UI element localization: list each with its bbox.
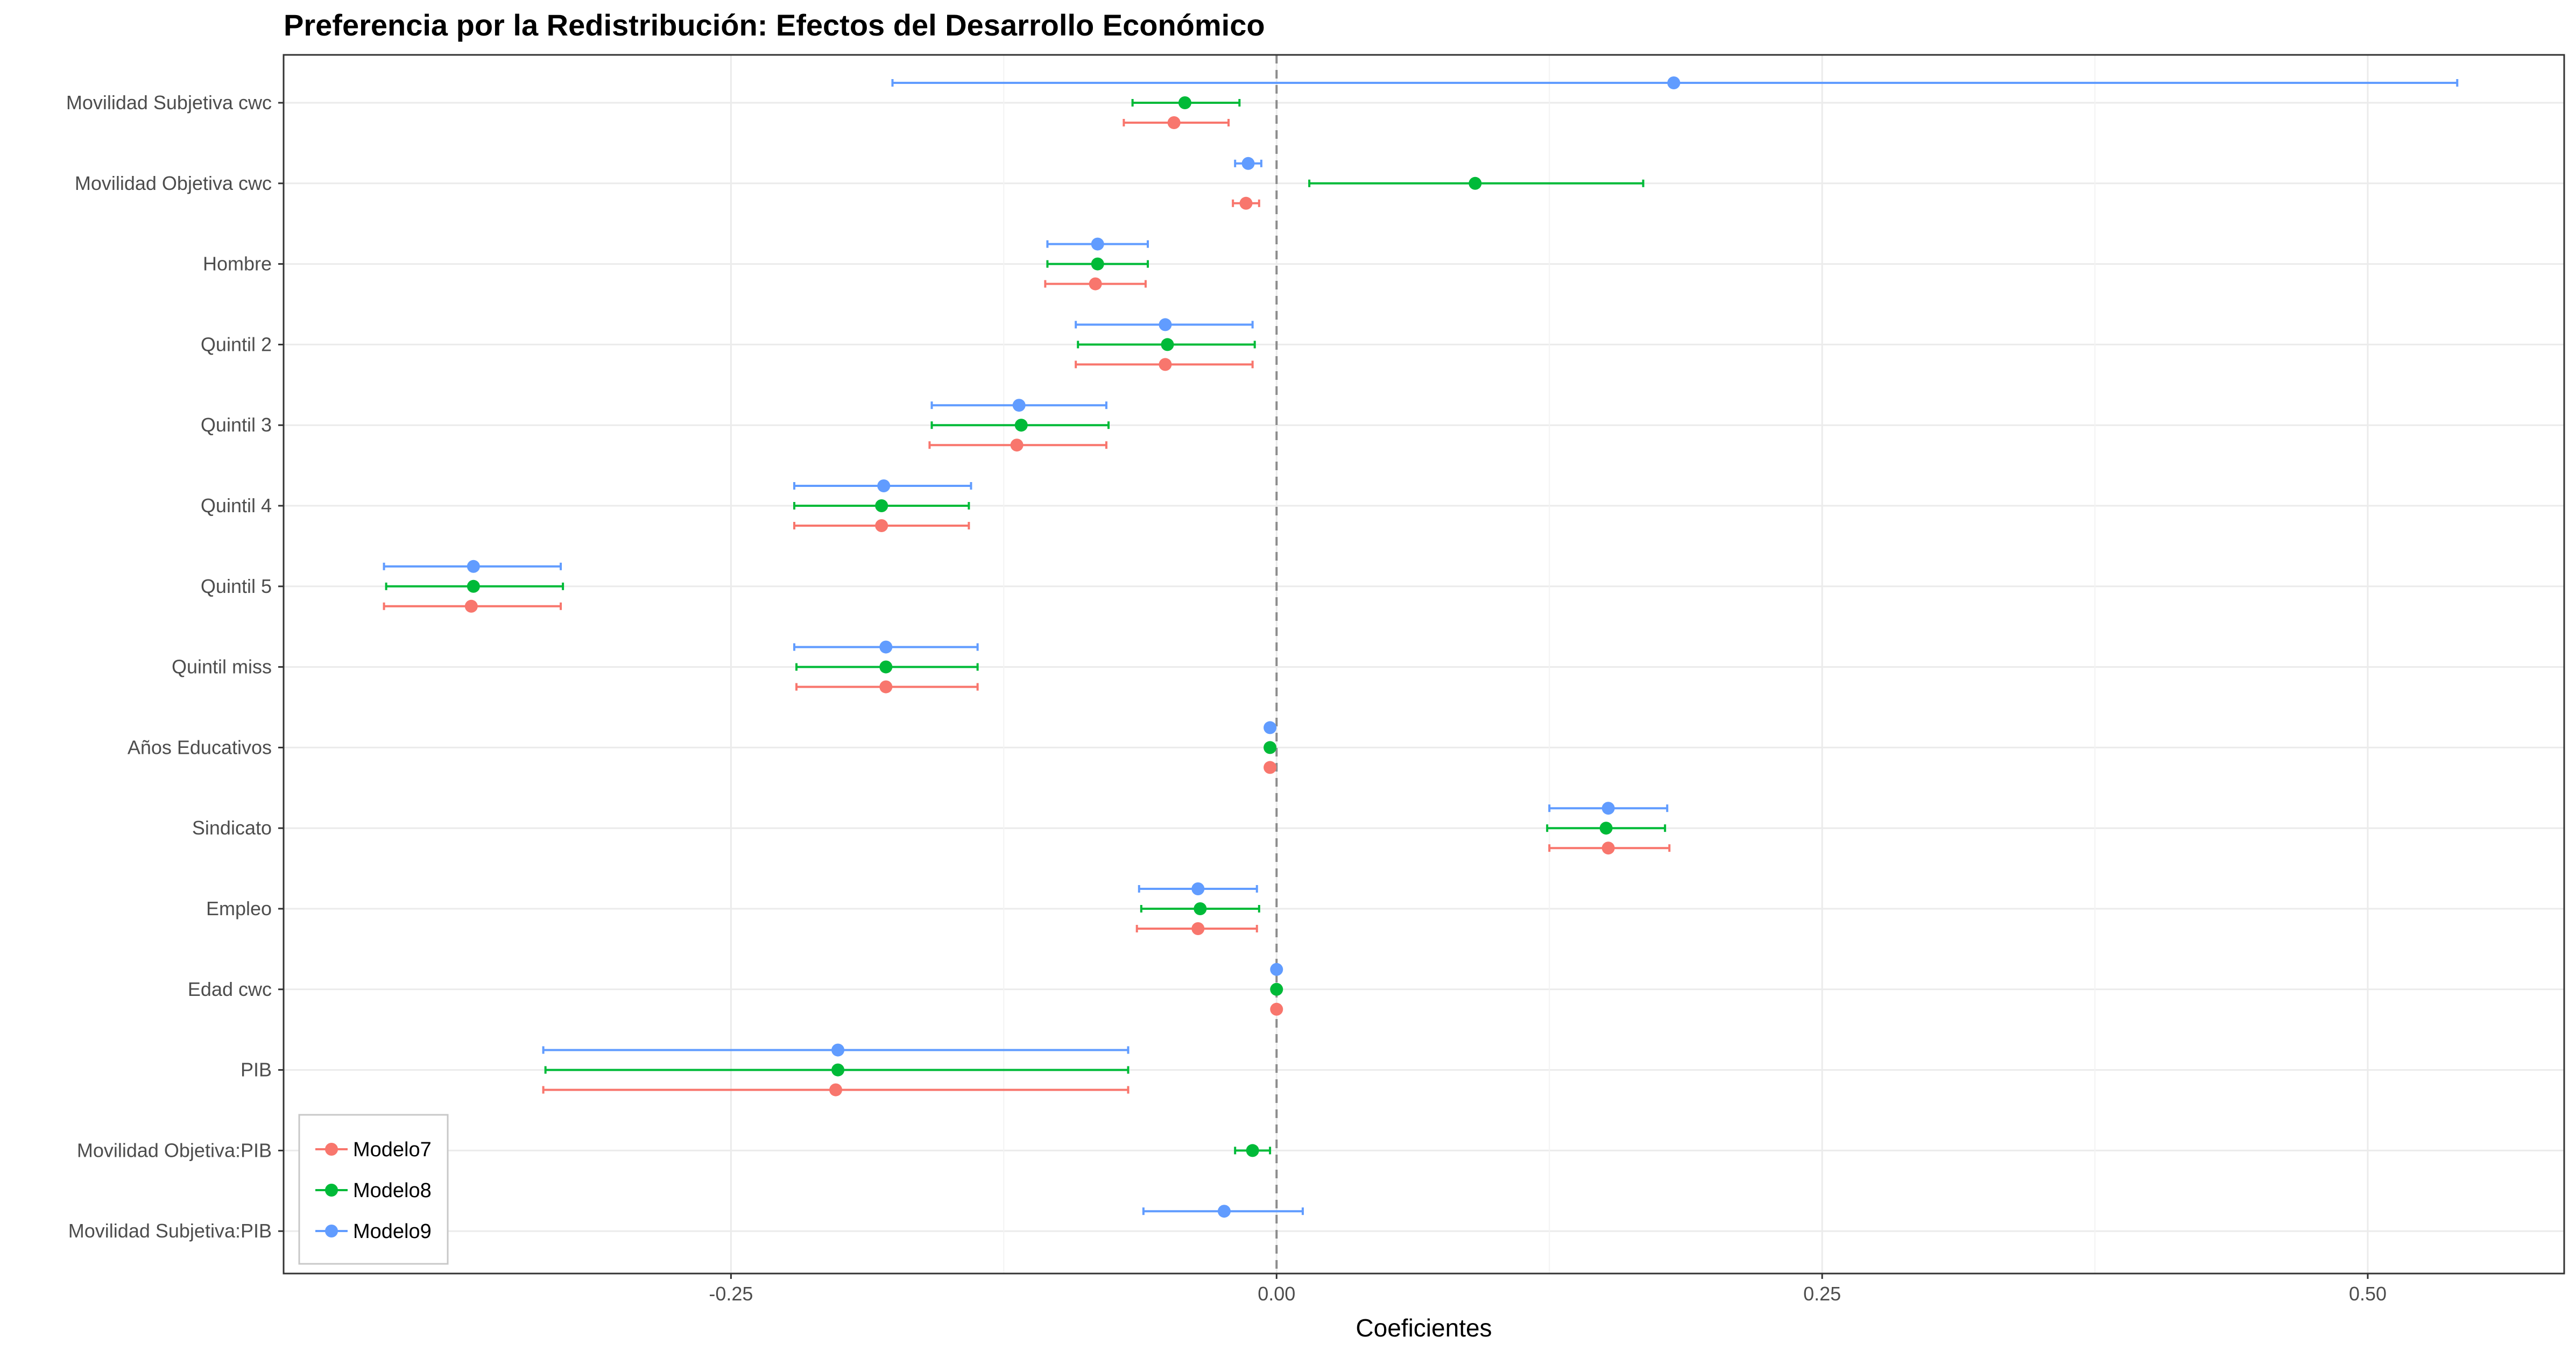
legend-label: Modelo8 xyxy=(353,1179,432,1202)
y-tick-label: Movilidad Objetiva:PIB xyxy=(77,1139,272,1161)
series-modelo7 xyxy=(383,116,1671,1097)
legend-key-point xyxy=(325,1225,338,1237)
y-tick-label: Sindicato xyxy=(192,817,272,839)
estimate-point xyxy=(1601,802,1615,815)
x-axis-title: Coeficientes xyxy=(1356,1314,1492,1342)
chart-title: Preferencia por la Redistribución: Efect… xyxy=(284,8,1265,42)
estimate-point xyxy=(464,599,478,613)
estimate-point xyxy=(1167,116,1181,129)
series-modelo9 xyxy=(383,76,2459,1218)
legend-item-modelo7: Modelo7 xyxy=(315,1138,432,1161)
legend-label: Modelo9 xyxy=(353,1220,432,1243)
series-modelo8 xyxy=(385,96,1667,1157)
estimate-point xyxy=(1178,96,1191,109)
y-tick-label: Años Educativos xyxy=(128,736,272,758)
x-tick-label: 0.25 xyxy=(1803,1283,1841,1305)
estimate-point xyxy=(831,1063,845,1077)
legend-key-point xyxy=(325,1184,338,1197)
estimate-point xyxy=(1091,257,1104,271)
estimate-point xyxy=(831,1043,845,1057)
estimate-point xyxy=(1264,721,1277,734)
estimate-point xyxy=(875,519,888,532)
plot-panel-border xyxy=(283,54,2565,1275)
estimate-point xyxy=(467,579,480,593)
y-tick-label: Movilidad Subjetiva:PIB xyxy=(68,1220,272,1242)
estimate-point xyxy=(1241,157,1255,170)
y-tick-label: Hombre xyxy=(203,253,272,275)
x-tick-label: 0.00 xyxy=(1258,1283,1295,1305)
estimate-point xyxy=(1159,358,1172,371)
estimate-point xyxy=(1089,277,1102,291)
estimate-point xyxy=(1239,196,1253,210)
x-tick-label: 0.50 xyxy=(2349,1283,2387,1305)
estimate-point xyxy=(1469,176,1482,190)
estimate-point xyxy=(1191,922,1205,935)
y-axis: Movilidad Subjetiva cwc Movilidad Objetiv… xyxy=(66,91,284,1242)
y-tick-label: Empleo xyxy=(206,897,272,920)
y-tick-label: Edad cwc xyxy=(188,978,272,1000)
legend-item-modelo9: Modelo9 xyxy=(315,1220,432,1243)
estimate-point xyxy=(1667,76,1681,89)
estimate-point xyxy=(1270,1002,1283,1016)
estimate-point xyxy=(829,1083,843,1097)
series-layer xyxy=(383,76,2459,1218)
estimate-point xyxy=(1191,882,1205,895)
estimate-point xyxy=(467,560,480,573)
estimate-point xyxy=(1264,761,1277,774)
y-tick-label: Movilidad Objetiva cwc xyxy=(75,172,272,194)
estimate-point xyxy=(1010,438,1024,452)
y-tick-label: PIB xyxy=(241,1059,272,1081)
estimate-point xyxy=(1601,841,1615,855)
estimate-point xyxy=(1091,237,1104,251)
estimate-point xyxy=(1012,399,1026,412)
estimate-point xyxy=(879,660,893,674)
legend-label: Modelo7 xyxy=(353,1138,432,1161)
legend: Modelo7 Modelo8 Modelo9 xyxy=(298,1114,449,1265)
y-tick-label: Movilidad Subjetiva cwc xyxy=(66,91,272,114)
y-tick-label: Quintil 4 xyxy=(201,494,272,517)
estimate-point xyxy=(1217,1205,1231,1218)
estimate-point xyxy=(1159,318,1172,331)
estimate-point xyxy=(1014,419,1028,432)
y-tick-label: Quintil miss xyxy=(172,656,272,678)
estimate-point xyxy=(1246,1144,1259,1157)
estimate-point xyxy=(1270,963,1283,976)
estimate-point xyxy=(1194,902,1207,915)
estimate-point xyxy=(1270,982,1283,996)
estimate-point xyxy=(1161,338,1174,351)
estimate-point xyxy=(1599,822,1613,835)
y-tick-label: Quintil 2 xyxy=(201,333,272,355)
estimate-point xyxy=(875,499,888,512)
x-axis: -0.25 0.00 0.25 0.50 xyxy=(709,1274,2387,1305)
y-tick-label: Quintil 5 xyxy=(201,575,272,597)
y-tick-label: Quintil 3 xyxy=(201,414,272,436)
estimate-point xyxy=(1264,741,1277,754)
estimate-point xyxy=(879,640,893,654)
x-tick-label: -0.25 xyxy=(709,1283,753,1305)
legend-key-point xyxy=(325,1143,338,1156)
estimate-point xyxy=(877,479,891,492)
legend-item-modelo8: Modelo8 xyxy=(315,1179,432,1202)
estimate-point xyxy=(879,680,893,694)
